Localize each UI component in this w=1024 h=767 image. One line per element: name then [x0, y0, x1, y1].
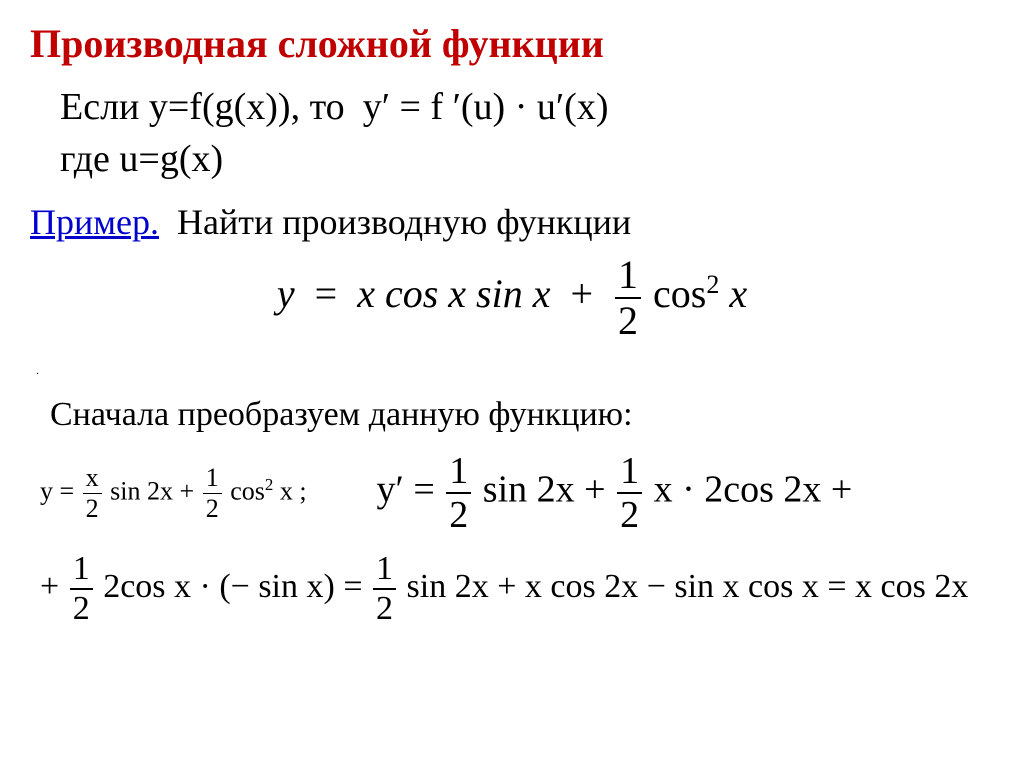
d2-t1: 2cos x · (− sin x) =	[103, 568, 362, 605]
simp-frac2: 1 2	[203, 465, 222, 522]
given-term1: x cos x sin x	[357, 271, 550, 316]
rule-where: где u=g(x)	[60, 137, 994, 181]
d2-f2-den: 2	[373, 588, 396, 626]
transform-text: Сначала преобразуем данную функцию:	[50, 396, 994, 434]
d2-plus: +	[40, 568, 59, 605]
d1-f2-den: 2	[617, 492, 642, 534]
simp-t1: sin 2x +	[110, 476, 194, 505]
example-task: Найти производную функции	[177, 202, 631, 242]
equation-row: y = x 2 sin 2x + 1 2 cos 2 x ; y′ = 1 2 s…	[40, 452, 994, 534]
frac-den: 2	[615, 297, 641, 341]
simp-f1-den: 2	[83, 493, 102, 522]
d1-frac2: 1 2	[617, 452, 642, 534]
simp-frac1: x 2	[83, 465, 102, 522]
rule-prefix: Если y=f(g(x)), то	[60, 85, 345, 129]
d1-frac1: 1 2	[446, 452, 471, 534]
d2-frac2: 1 2	[373, 552, 396, 626]
chain-rule-line: Если y=f(g(x)), то y′ = f ′(u) · u′(x)	[60, 85, 994, 129]
given-sup: 2	[706, 270, 719, 299]
d1-t2: x · 2cos 2x +	[654, 469, 853, 511]
simplified-function: y = x 2 sin 2x + 1 2 cos 2 x ;	[40, 465, 307, 522]
d2-f1-num: 1	[70, 552, 93, 588]
derivative-line2: + 1 2 2cos x · (− sin x) = 1 2 sin 2x + …	[40, 552, 994, 626]
d1-f1-den: 2	[446, 492, 471, 534]
d1-f2-num: 1	[617, 452, 642, 492]
d1-t1: sin 2x +	[483, 469, 606, 511]
given-plus: +	[570, 271, 593, 316]
simp-f1-num: x	[83, 465, 102, 493]
d2-f1-den: 2	[70, 588, 93, 626]
page-title: Производная сложной функции	[30, 20, 994, 67]
example-heading: Пример. Найти производную функции	[30, 201, 994, 243]
given-cos: cos	[653, 271, 706, 316]
simp-lhs: y =	[40, 476, 74, 505]
simp-f2-den: 2	[203, 493, 222, 522]
d2-f2-num: 1	[373, 552, 396, 588]
d2-frac1: 1 2	[70, 552, 93, 626]
example-label: Пример.	[30, 202, 159, 242]
rule-formula: y′ = f ′(u) · u′(x)	[363, 85, 609, 129]
d1-f1-num: 1	[446, 452, 471, 492]
d1-lhs: y′ =	[377, 469, 435, 511]
given-function: y = x cos x sin x + 1 2 cos2 x	[30, 255, 994, 341]
frac-num: 1	[615, 255, 641, 297]
simp-x: x ;	[273, 476, 306, 505]
given-frac: 1 2	[615, 255, 641, 341]
d2-t2: sin 2x + x cos 2x − sin x cos x = x cos …	[407, 568, 969, 605]
tiny-dot: .	[36, 363, 994, 378]
given-x: x	[719, 271, 747, 316]
simp-cos: cos	[230, 476, 265, 505]
given-lhs: y	[277, 271, 295, 316]
simp-f2-num: 1	[203, 465, 222, 493]
derivative-line1: y′ = 1 2 sin 2x + 1 2 x · 2cos 2x +	[377, 452, 853, 534]
